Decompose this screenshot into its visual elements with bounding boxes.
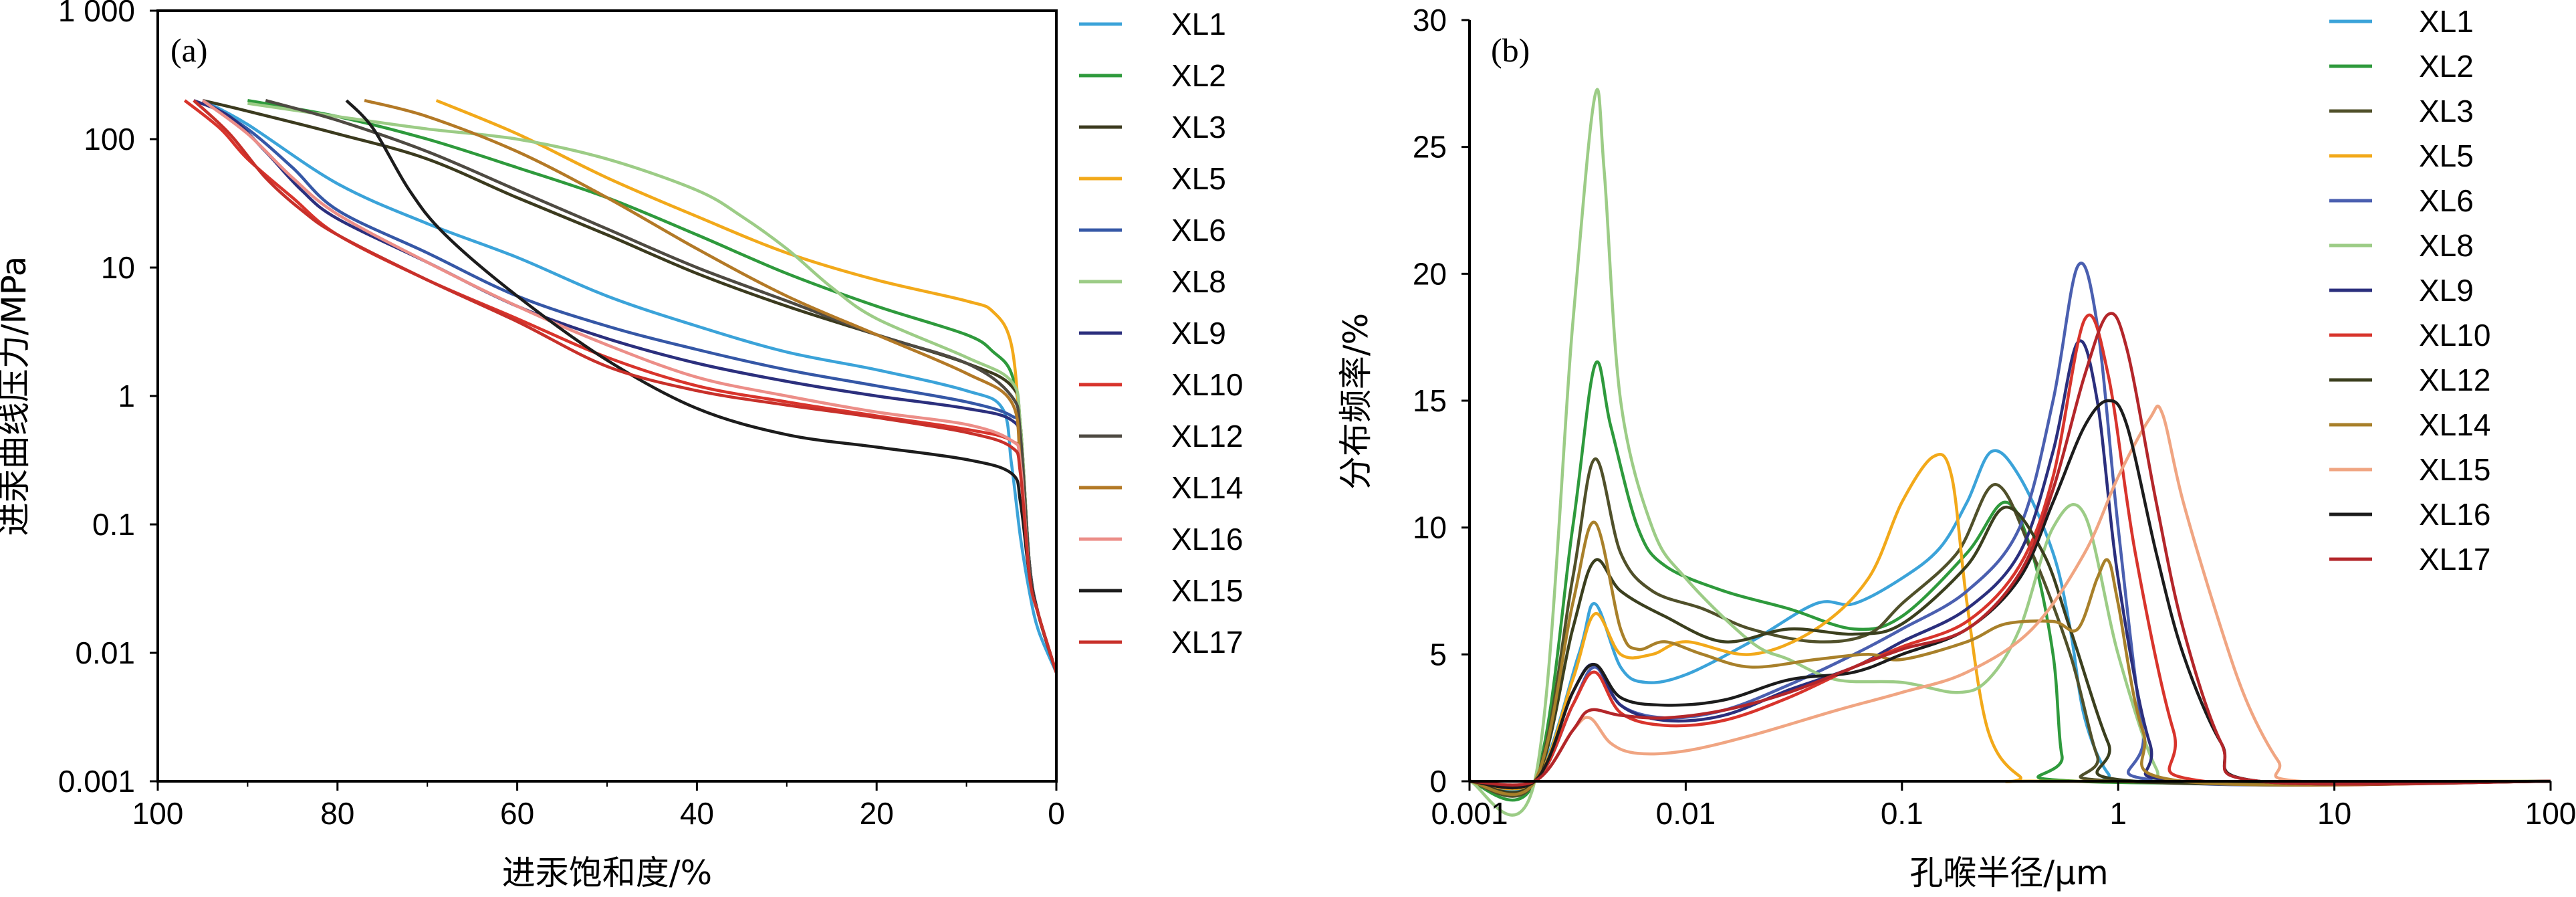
legend-label-b: XL12 bbox=[2419, 363, 2490, 397]
legend-label-b: XL2 bbox=[2419, 49, 2474, 84]
legend-label-a: XL16 bbox=[1171, 522, 1243, 557]
series-line-xl6 bbox=[1469, 262, 2551, 789]
legend-label-b: XL8 bbox=[2419, 228, 2474, 263]
series-line-xl15 bbox=[1469, 404, 2551, 787]
y-tick-label-b: 25 bbox=[1413, 130, 1447, 165]
series-line-xl16 bbox=[1469, 399, 2551, 790]
legend-label-a: XL1 bbox=[1171, 7, 1226, 41]
legend-label-b: XL14 bbox=[2419, 407, 2490, 442]
chart-panel-b: (b) 0.001 0.01 0.1 1 10 100 0 5 10 15 20 25 30 孔喉半径/… bbox=[1336, 3, 2576, 892]
y-tick-label-b: 30 bbox=[1413, 3, 1447, 37]
legend-label-b: XL3 bbox=[2419, 94, 2474, 128]
y-tick-label-a: 1 000 bbox=[58, 0, 135, 28]
series-line-xl2 bbox=[1469, 360, 2551, 802]
axis-ticks-b: 0.001 0.01 0.1 1 10 100 0 5 10 15 20 25 30 bbox=[1413, 3, 2576, 831]
series-lines-a bbox=[183, 98, 1058, 674]
series-line-xl1 bbox=[202, 99, 1058, 674]
axis-ticks-a: 100 80 60 40 20 0 1 000 100 10 1 0.1 0.01 0.001 bbox=[58, 0, 1065, 831]
legend-label-a: XL8 bbox=[1171, 264, 1226, 299]
legend-label-a: XL3 bbox=[1171, 110, 1226, 144]
chart-panel-a: (a) 100 80 60 40 20 01 0001001010.10.010.001 … bbox=[0, 0, 1243, 892]
series-lines-b bbox=[1469, 88, 2551, 817]
x-tick-label-a: 40 bbox=[680, 796, 714, 831]
y-axis-title-b: 分布频率/% bbox=[1336, 313, 1375, 490]
legend-label-b: XL9 bbox=[2419, 273, 2474, 308]
x-axis-title-a: 进汞饱和度/% bbox=[502, 854, 712, 892]
x-tick-label-b: 0.1 bbox=[1881, 796, 1923, 831]
y-tick-label-b: 10 bbox=[1413, 510, 1447, 545]
legend-label-b: XL6 bbox=[2419, 183, 2474, 218]
x-tick-label-b: 0.001 bbox=[1431, 796, 1508, 831]
series-line-xl10 bbox=[183, 99, 1058, 674]
legend-label-b: XL15 bbox=[2419, 452, 2490, 487]
x-tick-label-a: 80 bbox=[320, 796, 354, 831]
legend-label-b: XL16 bbox=[2419, 497, 2490, 532]
panel-label-b: (b) bbox=[1491, 31, 1530, 69]
x-tick-label-a: 60 bbox=[500, 796, 534, 831]
x-tick-label-b: 10 bbox=[2317, 796, 2351, 831]
legend-label-a: XL10 bbox=[1171, 367, 1243, 402]
legend-a: XL1 XL2 XL3 XL5 XL6 XL8 XL9 XL10 XL12 XL14 XL16 XL1… bbox=[1079, 7, 1243, 660]
x-axis-title-b: 孔喉半径/μm bbox=[1909, 854, 2108, 892]
plot-frame-a bbox=[156, 9, 1058, 783]
y-tick-label-b: 0 bbox=[1429, 764, 1447, 799]
legend-label-b: XL5 bbox=[2419, 138, 2474, 173]
series-line-xl8 bbox=[1469, 88, 2551, 817]
series-line-xl12 bbox=[1469, 506, 2551, 795]
legend-label-b: XL17 bbox=[2419, 542, 2490, 577]
series-line-xl1 bbox=[1469, 449, 2551, 793]
y-axis-title-a: 进汞曲线压力/MPa bbox=[0, 256, 33, 536]
x-tick-label-b: 0.01 bbox=[1656, 796, 1716, 831]
legend-label-b: XL10 bbox=[2419, 318, 2490, 353]
y-tick-label-b: 20 bbox=[1413, 256, 1447, 291]
series-line-xl12 bbox=[265, 99, 1058, 674]
legend-label-a: XL17 bbox=[1171, 625, 1243, 660]
series-line-xl3 bbox=[1469, 457, 2551, 798]
x-tick-label-a: 0 bbox=[1048, 796, 1065, 831]
legend-label-a: XL5 bbox=[1171, 161, 1226, 196]
legend-label-a: XL14 bbox=[1171, 470, 1243, 505]
y-tick-label-b: 15 bbox=[1413, 383, 1447, 418]
panel-label-a: (a) bbox=[170, 31, 208, 69]
y-tick-label-a: 0.001 bbox=[58, 764, 135, 799]
series-line-xl5 bbox=[435, 99, 1058, 674]
series-line-xl14 bbox=[1469, 520, 2551, 796]
y-tick-label-a: 1 bbox=[118, 379, 135, 413]
series-line-xl17 bbox=[1469, 312, 2551, 787]
legend-label-a: XL6 bbox=[1171, 213, 1226, 247]
y-tick-label-a: 0.01 bbox=[75, 635, 135, 670]
y-tick-label-a: 0.1 bbox=[92, 507, 135, 542]
series-line-xl9 bbox=[1469, 339, 2551, 790]
y-tick-label-b: 5 bbox=[1429, 637, 1447, 672]
legend-b: XL1 XL2 XL3 XL5 XL6 XL8 XL9 XL10 XL12 XL14 XL15 XL1… bbox=[2329, 4, 2490, 577]
legend-label-a: XL2 bbox=[1171, 58, 1226, 93]
series-line-xl10 bbox=[1469, 313, 2551, 789]
x-tick-label-b: 100 bbox=[2525, 796, 2576, 831]
x-tick-label-a: 20 bbox=[860, 796, 894, 831]
legend-label-a: XL9 bbox=[1171, 316, 1226, 351]
series-line-xl17 bbox=[193, 99, 1058, 674]
legend-label-b: XL1 bbox=[2419, 4, 2474, 39]
y-tick-label-a: 10 bbox=[101, 250, 135, 285]
legend-label-a: XL15 bbox=[1171, 573, 1243, 608]
y-tick-label-a: 100 bbox=[84, 122, 135, 157]
x-tick-label-b: 1 bbox=[2109, 796, 2127, 831]
x-tick-label-a: 100 bbox=[132, 796, 184, 831]
legend-label-a: XL12 bbox=[1171, 419, 1243, 454]
